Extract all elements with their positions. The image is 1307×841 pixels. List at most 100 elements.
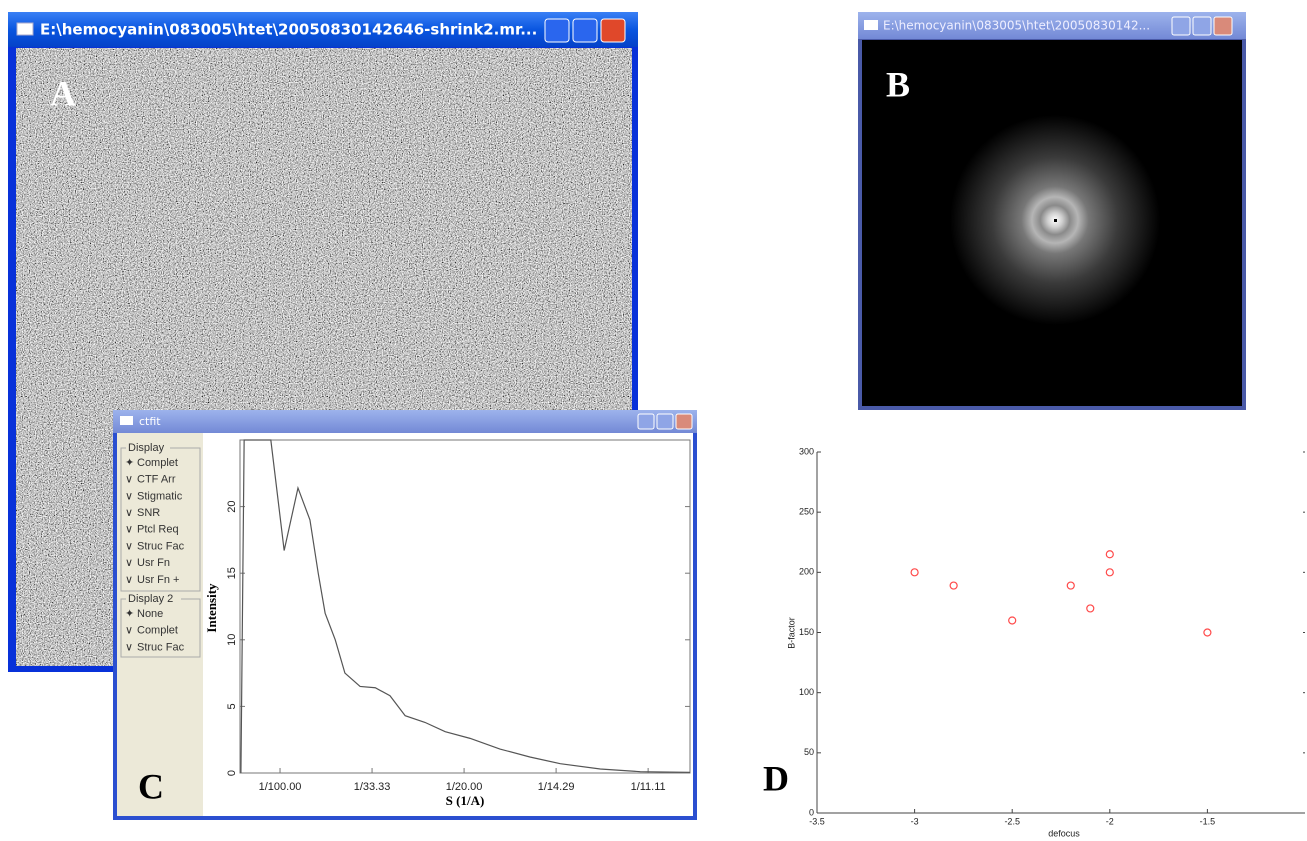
y-tick-label: 100 (799, 687, 814, 697)
data-point (1008, 616, 1017, 625)
window-title: E:\hemocyanin\083005\htet\20050830142646… (40, 21, 537, 39)
panel-label: A (50, 73, 76, 113)
y-tick-label: 0 (226, 770, 238, 776)
close-button[interactable] (1213, 16, 1233, 36)
radio-selected: ✦ (125, 457, 134, 469)
x-tick-label: 1/100.00 (259, 781, 302, 793)
option-clip: SNR (137, 507, 160, 519)
window-icon (864, 20, 878, 30)
y-tick-label: 0 (809, 807, 814, 817)
radio-option[interactable]: None (137, 608, 163, 620)
radio: ∨ (125, 540, 133, 552)
window-title: E:\hemocyanin\083005\htet\20050830142... (883, 19, 1150, 33)
window-icon (120, 416, 133, 425)
y-tick-label: 150 (799, 627, 814, 637)
x-tick-label: 1/14.29 (538, 781, 575, 793)
option-clip: Struc Fac (137, 641, 185, 653)
maximize-button[interactable] (572, 18, 598, 43)
maximize-button[interactable] (656, 413, 674, 430)
y-tick-label: 5 (226, 703, 238, 709)
radio-option[interactable]: Struc Fac (137, 641, 185, 653)
window-title: ctfit (139, 415, 161, 428)
panel-label: D (763, 758, 789, 798)
option-clip: Complet (137, 457, 178, 469)
y-tick-label: 20 (226, 500, 238, 512)
data-point (1203, 628, 1212, 637)
title-bar (8, 12, 638, 47)
radio-option[interactable]: Struc Fac (137, 540, 185, 552)
panel-label: B (886, 64, 910, 104)
y-tick-label: 300 (799, 446, 814, 456)
option-clip: Struc Fac (137, 540, 185, 552)
radio-selected: ✦ (125, 608, 134, 620)
x-axis-label: S (1/A) (446, 793, 485, 808)
y-axis-label: B-factor (786, 617, 796, 649)
close-button[interactable] (675, 413, 693, 430)
x-tick-label: -3 (911, 816, 919, 826)
spectrum-center (1054, 219, 1057, 222)
group-label-bg (126, 442, 170, 454)
radio-option[interactable]: Stigmatic (137, 490, 183, 502)
option-clip: CTF Arr (137, 474, 176, 486)
radio-option[interactable]: Usr Fn (137, 557, 170, 569)
option-clip: Usr Fn + (137, 574, 179, 586)
x-tick-label: -2 (1106, 816, 1114, 826)
minimize-button[interactable] (544, 18, 570, 43)
y-tick-label: 50 (804, 747, 814, 757)
title-bar (113, 410, 697, 433)
scatter-panel: D 0 50 100 150 200 250 300 -3.5 -3 -2.5 -2 -1.5 defo… (763, 446, 1305, 838)
group-label: Display 2 (128, 593, 173, 605)
y-axis-label: Intensity (204, 583, 219, 633)
x-axis-label: defocus (1048, 828, 1080, 838)
radio: ∨ (125, 490, 133, 502)
y-tick-label: 10 (226, 634, 238, 646)
radio-option[interactable]: CTF Arr (137, 474, 176, 486)
radio: ∨ (125, 557, 133, 569)
plot-area (203, 433, 693, 816)
power-spectrum-window: E:\hemocyanin\083005\htet\20050830142...… (858, 12, 1246, 410)
option-clip: None (137, 608, 163, 620)
y-tick-label: 250 (799, 507, 814, 517)
ctfit-window: ctfit Display Display 2 C ✦ Complet∨ CTF A… (113, 410, 697, 820)
minimize-button[interactable] (637, 413, 655, 430)
radio: ∨ (125, 625, 133, 637)
close-button[interactable] (600, 18, 626, 43)
x-tick-label: 1/11.11 (631, 781, 666, 793)
minimize-button[interactable] (1171, 16, 1191, 36)
option-clip: Ptcl Req (137, 524, 179, 536)
x-tick-label: 1/33.33 (354, 781, 391, 793)
radio-option[interactable]: Ptcl Req (137, 524, 179, 536)
plot-frame (239, 439, 691, 774)
maximize-button[interactable] (1192, 16, 1212, 36)
x-tick-label: 1/20.00 (446, 781, 483, 793)
x-tick-label: -2.5 (1004, 816, 1020, 826)
intensity-curve (240, 439, 691, 774)
x-tick-label: -3.5 (809, 816, 825, 826)
control-panel (117, 433, 203, 816)
data-point (1066, 581, 1075, 590)
radio: ∨ (125, 641, 133, 653)
radio: ∨ (125, 507, 133, 519)
option-clip: Usr Fn (137, 557, 170, 569)
data-point (1105, 550, 1114, 559)
panel-label: C (138, 766, 164, 806)
y-tick-label: 200 (799, 567, 814, 577)
radio: ∨ (125, 474, 133, 486)
data-point (1105, 568, 1114, 577)
group-label-bg (126, 593, 181, 605)
data-point (1086, 604, 1095, 613)
radio-option[interactable]: Complet (137, 457, 178, 469)
radio: ∨ (125, 574, 133, 586)
radio: ∨ (125, 524, 133, 536)
radio-option[interactable]: SNR (137, 507, 160, 519)
x-tick-label: -1.5 (1200, 816, 1216, 826)
y-tick-label: 15 (226, 567, 238, 579)
option-clip: Stigmatic (137, 490, 183, 502)
data-point (910, 568, 919, 577)
radio-option[interactable]: Complet (137, 625, 178, 637)
data-point (949, 581, 958, 590)
radio-option[interactable]: Usr Fn + (137, 574, 179, 586)
option-clip: Complet (137, 625, 178, 637)
group-label: Display (128, 442, 165, 454)
